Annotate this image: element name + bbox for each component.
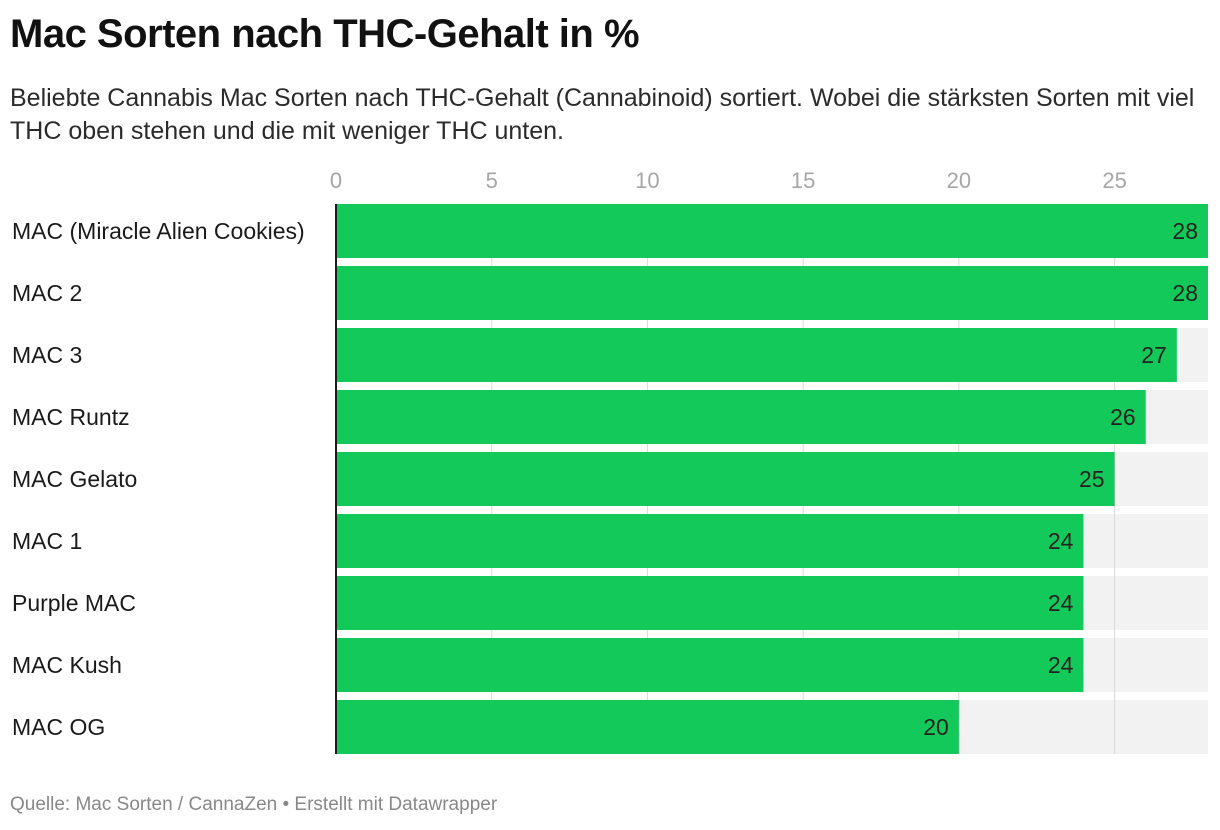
value-label: 28 [1172, 280, 1198, 306]
category-label: MAC Kush [12, 652, 122, 678]
x-tick-label: 0 [330, 168, 342, 193]
x-tick-label: 10 [635, 168, 659, 193]
bar [336, 638, 1084, 692]
x-tick-label: 15 [791, 168, 815, 193]
category-label: Purple MAC [12, 590, 136, 616]
value-label: 28 [1172, 218, 1198, 244]
value-label: 26 [1110, 404, 1136, 430]
value-label: 24 [1048, 652, 1074, 678]
chart-subtitle: Beliebte Cannabis Mac Sorten nach THC-Ge… [10, 84, 1195, 145]
source-label: Quelle: [10, 794, 71, 815]
bar [336, 390, 1146, 444]
bar [336, 514, 1084, 568]
category-label: MAC 2 [12, 280, 82, 306]
bar [336, 204, 1208, 258]
bar [336, 266, 1208, 320]
value-label: 25 [1079, 466, 1105, 492]
bar-chart: 0 5 10 15 20 25 MAC (Miracle Alien Cookies) 28 M… [12, 168, 1208, 754]
x-tick-label: 25 [1102, 168, 1126, 193]
category-label: MAC OG [12, 714, 105, 740]
value-label: 20 [923, 714, 949, 740]
category-label: MAC (Miracle Alien Cookies) [12, 218, 305, 244]
category-label: MAC 1 [12, 528, 82, 554]
value-label: 24 [1048, 590, 1074, 616]
credit-text: Erstellt mit Datawrapper [294, 794, 498, 815]
category-label: MAC 3 [12, 342, 82, 368]
bar [336, 328, 1177, 382]
category-label: MAC Runtz [12, 404, 130, 430]
footer-separator: • [282, 794, 290, 815]
bar [336, 576, 1084, 630]
bar [336, 700, 959, 754]
source-name: Mac Sorten / CannaZen [75, 794, 278, 815]
chart-footer: Quelle: Mac Sorten / CannaZen • Erstellt… [10, 794, 497, 816]
category-label: MAC Gelato [12, 466, 137, 492]
chart-title: Mac Sorten nach THC-Gehalt in % [10, 12, 640, 56]
x-tick-label: 5 [486, 168, 498, 193]
value-label: 27 [1141, 342, 1167, 368]
x-tick-label: 20 [947, 168, 971, 193]
value-label: 24 [1048, 528, 1074, 554]
bar [336, 452, 1115, 506]
